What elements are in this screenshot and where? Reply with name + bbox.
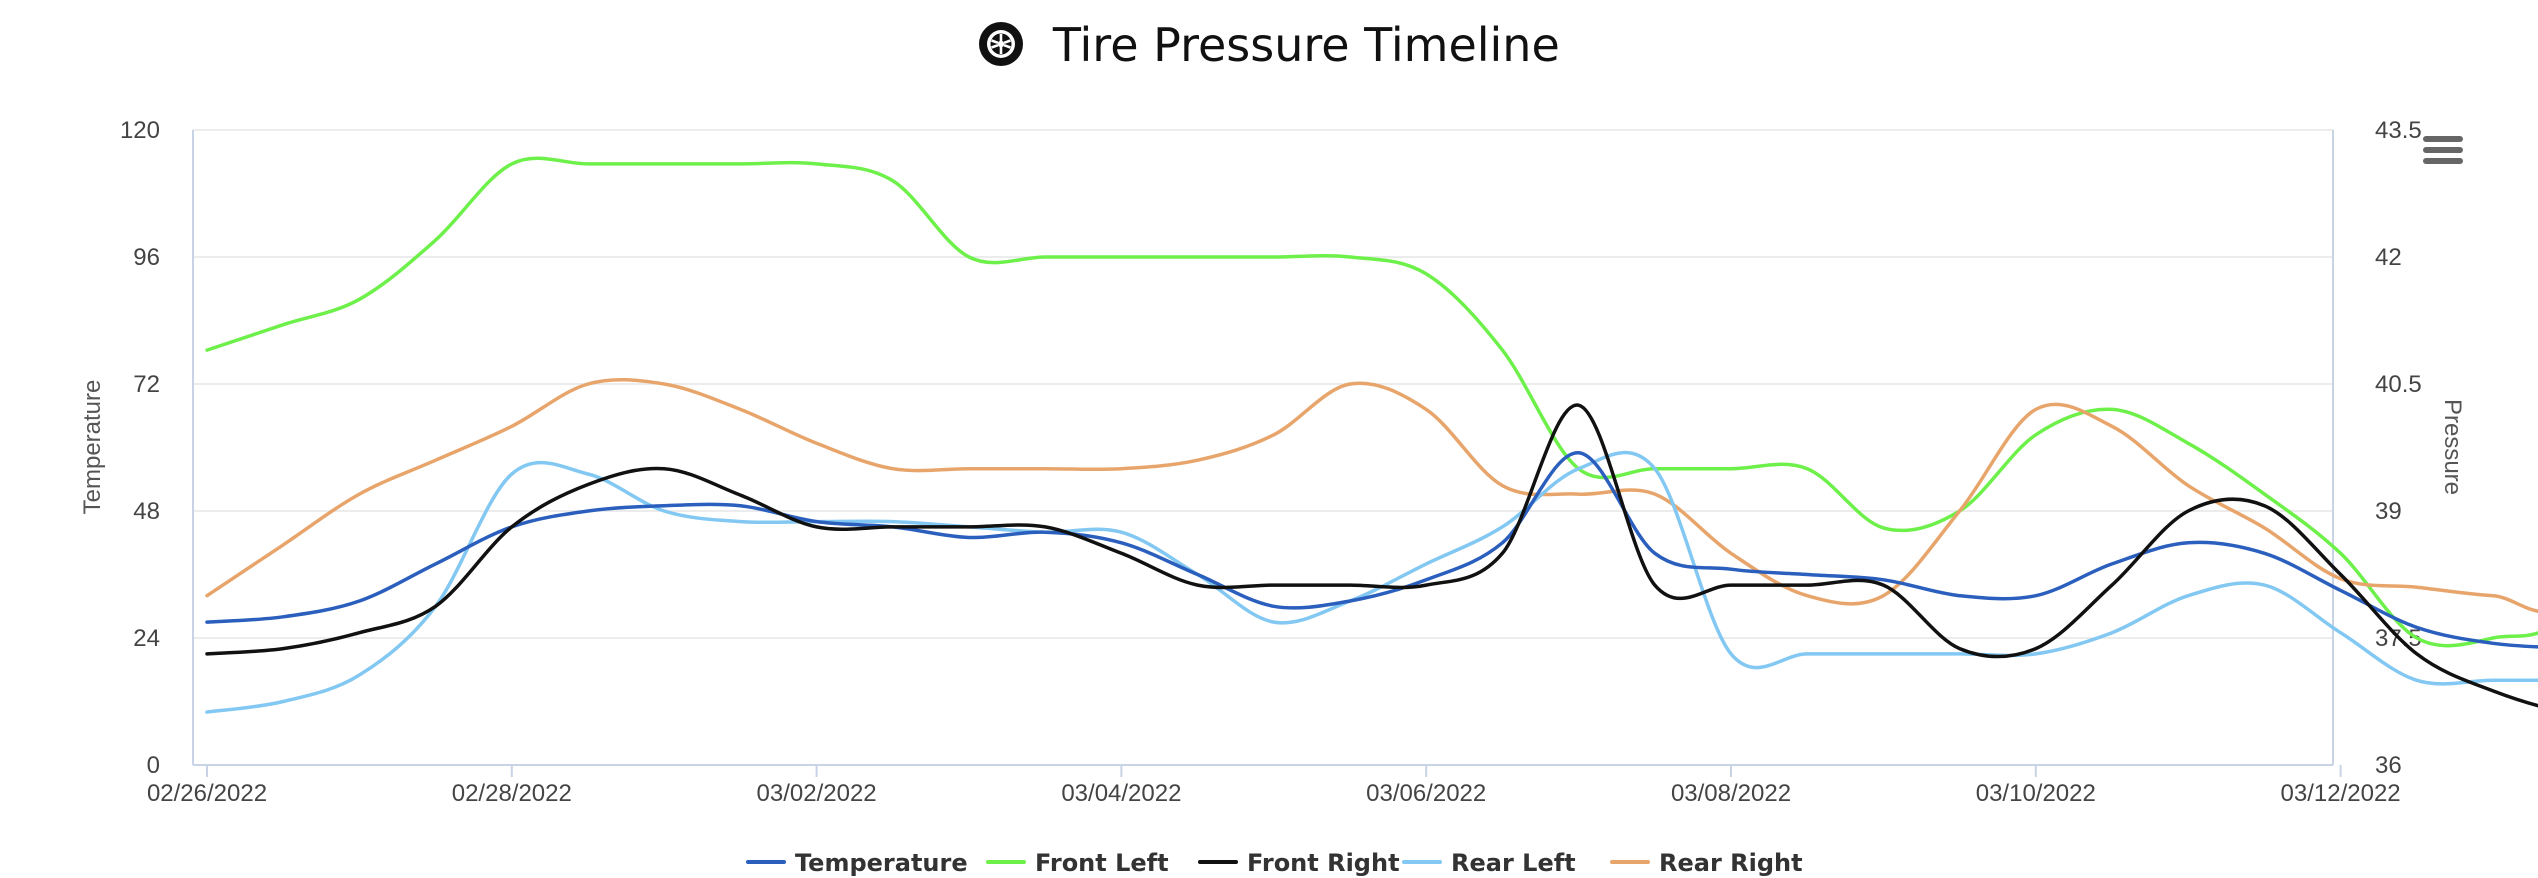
y2-tick-label: 39: [2375, 498, 2402, 525]
menu-button[interactable]: [2423, 136, 2463, 168]
x-tick-label: 02/28/2022: [452, 780, 572, 807]
legend-item-rear-right[interactable]: Rear Right: [1659, 849, 1803, 877]
x-tick-label: 03/12/2022: [2281, 780, 2401, 807]
y-tick-label: 24: [133, 625, 160, 652]
y-tick-label: 120: [120, 117, 160, 144]
series-line-front-left[interactable]: [205, 156, 2538, 648]
tire-icon: [978, 21, 1024, 78]
y2-tick-label: 43.5: [2375, 117, 2422, 144]
x-tick-label: 03/04/2022: [1061, 780, 1181, 807]
chart-title: Tire Pressure Timeline: [0, 18, 2538, 78]
y2-tick-label: 40.5: [2375, 371, 2422, 398]
x-tick-label: 03/08/2022: [1671, 780, 1791, 807]
y-tick-label: 96: [133, 244, 160, 271]
y-tick-label: 0: [147, 752, 160, 779]
x-tick-label: 03/10/2022: [1976, 780, 2096, 807]
y2-tick-label: 42: [2375, 244, 2402, 271]
x-tick-label: 03/06/2022: [1366, 780, 1486, 807]
legend-item-rear-left[interactable]: Rear Left: [1451, 849, 1576, 877]
chart-title-text: Tire Pressure Timeline: [1052, 18, 1560, 72]
y2-axis-title: Pressure: [2439, 399, 2466, 495]
legend-item-front-right[interactable]: Front Right: [1247, 849, 1400, 877]
y-tick-label: 48: [133, 498, 160, 525]
series-line-temperature[interactable]: [205, 368, 2538, 665]
series-line-front-right[interactable]: [205, 341, 2538, 728]
legend-item-temperature[interactable]: Temperature: [795, 849, 968, 877]
x-tick-label: 03/02/2022: [757, 780, 877, 807]
y-tick-label: 72: [133, 371, 160, 398]
y2-tick-label: 36: [2375, 752, 2402, 779]
x-tick-label: 02/26/2022: [147, 780, 267, 807]
series-line-rear-left[interactable]: [205, 339, 2538, 723]
series-line-rear-right[interactable]: [205, 255, 2538, 621]
legend-item-front-left[interactable]: Front Left: [1035, 849, 1169, 877]
y-axis-title: Temperature: [79, 380, 106, 515]
